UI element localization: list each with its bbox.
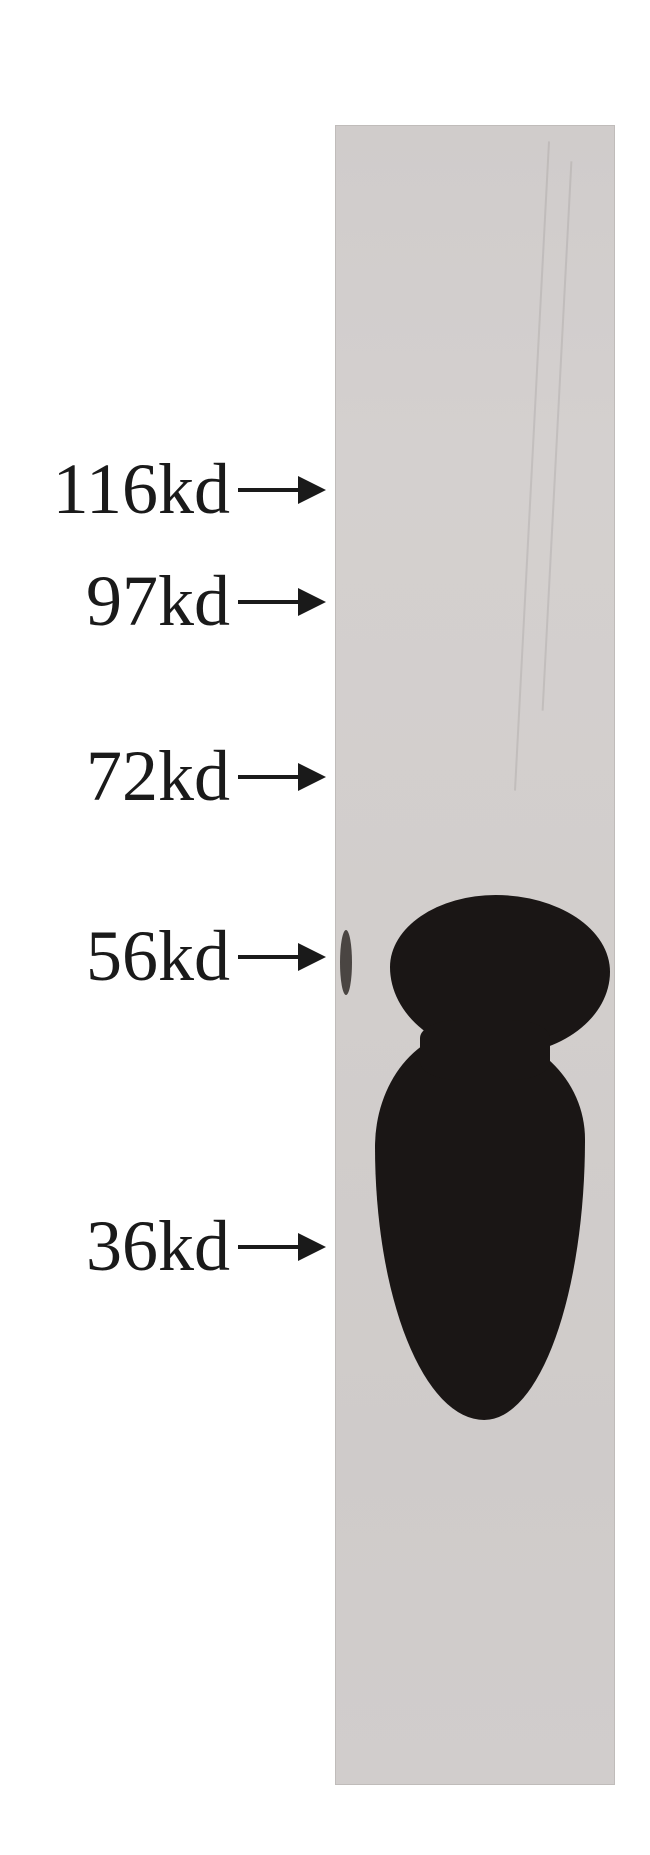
marker-arrow [238,476,326,504]
marker-text: 72kd [86,736,230,816]
marker-text: 97kd [86,561,230,641]
marker-label-56: 56kd [10,915,230,998]
marker-text: 116kd [53,449,230,529]
blot-container: WWW.PTGLAB.COM 116kd 97kd 72kd 56kd 36kd [0,0,650,1855]
faint-artifact-line [514,141,550,790]
marker-label-116: 116kd [10,448,230,531]
marker-arrow [238,1233,326,1261]
blot-band-edge [340,930,352,995]
marker-arrow [238,763,326,791]
marker-arrow [238,943,326,971]
marker-label-97: 97kd [10,560,230,643]
marker-label-36: 36kd [10,1205,230,1288]
marker-arrow [238,588,326,616]
marker-text: 56kd [86,916,230,996]
blot-band-neck [420,1020,550,1080]
marker-text: 36kd [86,1206,230,1286]
faint-artifact-line [542,161,573,710]
marker-label-72: 72kd [10,735,230,818]
